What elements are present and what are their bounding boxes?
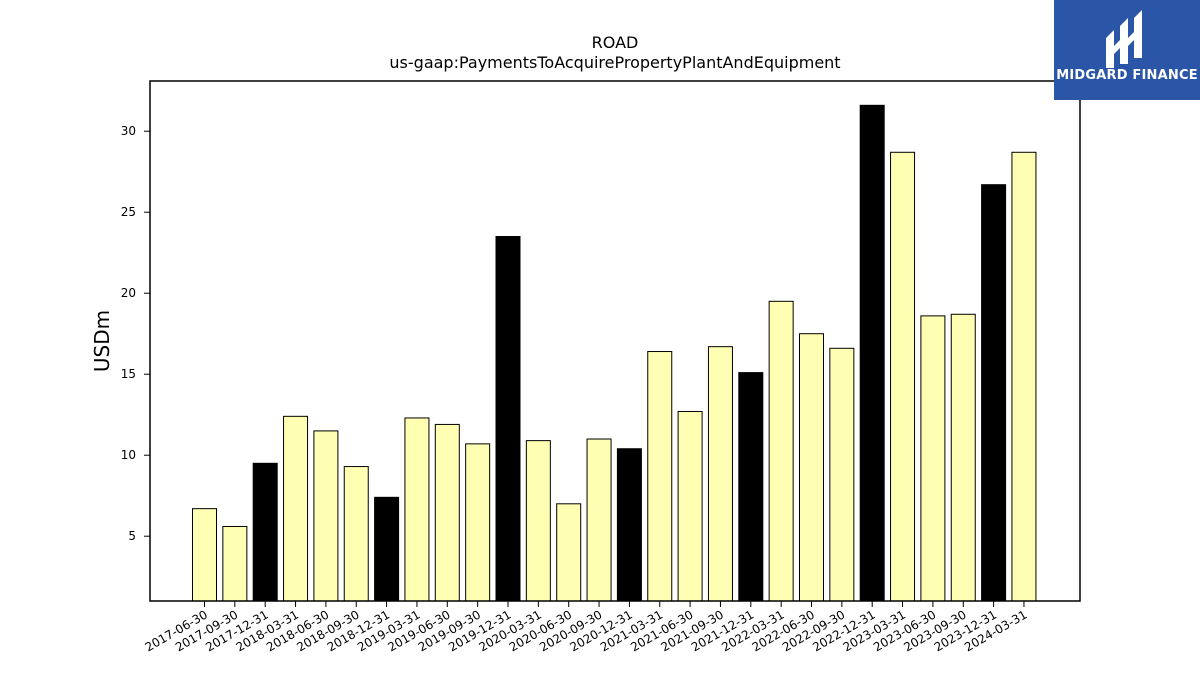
logo-mark-icon	[1106, 10, 1142, 68]
bar-2018-09-30	[343, 466, 369, 602]
plot-frame	[149, 80, 1081, 602]
chart-subtitle: us-gaap:PaymentsToAcquirePropertyPlantAn…	[389, 53, 841, 72]
bar-2019-03-31	[404, 417, 430, 602]
y-tick-label: 10	[121, 448, 136, 462]
y-tick-label: 5	[128, 529, 136, 543]
y-tick-label: 20	[121, 286, 136, 300]
bar-2019-12-31	[495, 236, 521, 602]
chart-title: ROAD	[591, 33, 639, 52]
y-axis-label: USDm	[90, 310, 114, 372]
y-axis-ticks: 5 10 15 20 25 30	[121, 124, 150, 543]
bar-2019-06-30	[434, 423, 460, 602]
bar-2023-06-30	[920, 315, 946, 602]
bar-2020-06-30	[556, 503, 582, 602]
bar-2017-09-30	[222, 525, 248, 602]
bar-2017-06-30	[192, 508, 217, 602]
bar-2022-03-31	[768, 300, 794, 602]
bar-2022-12-31	[859, 104, 885, 602]
bar-2018-03-31	[283, 415, 309, 602]
bar-2017-12-31	[252, 462, 278, 602]
bar-2021-06-30	[677, 410, 703, 602]
x-axis-ticks: 2017-06-302017-09-302017-12-312018-03-31…	[143, 601, 1029, 654]
bar-2022-09-30	[829, 347, 855, 602]
bar-2020-09-30	[586, 438, 612, 602]
bar-2023-09-30	[950, 313, 976, 602]
bar-2020-03-31	[525, 440, 551, 602]
bar-2018-12-31	[374, 496, 400, 602]
bar-2024-03-31	[1011, 151, 1037, 602]
bar-2018-06-30	[313, 430, 339, 602]
bar-2021-09-30	[707, 346, 733, 602]
y-tick-label: 15	[121, 367, 136, 381]
bar-2020-12-31	[616, 448, 642, 602]
bar-2023-03-31	[890, 151, 916, 602]
brand-logo: MIDGARD FINANCE	[1054, 0, 1200, 100]
y-tick-label: 30	[121, 124, 136, 138]
y-tick-label: 25	[121, 205, 136, 219]
bar-2019-09-30	[465, 443, 491, 602]
bar-2023-12-31	[981, 184, 1007, 602]
bar-2021-03-31	[647, 351, 673, 602]
bars-group	[192, 104, 1037, 602]
bar-2022-06-30	[799, 333, 824, 602]
bar-2021-12-31	[738, 372, 764, 602]
logo-text: MIDGARD FINANCE	[1056, 68, 1198, 83]
